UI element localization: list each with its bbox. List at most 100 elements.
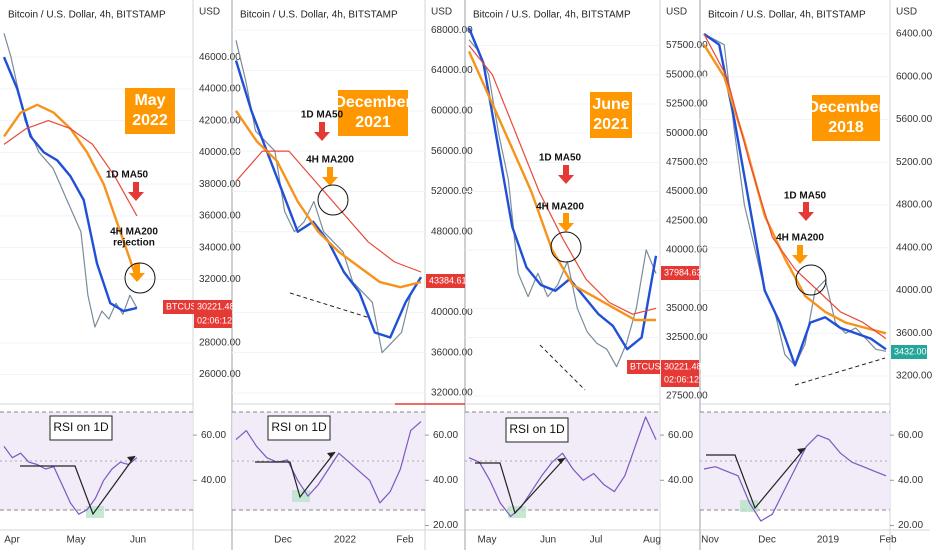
rsi-arrowhead — [327, 452, 335, 458]
y-tick-label: 26000.00 — [199, 369, 241, 380]
y-tick-label: 38000.00 — [199, 179, 241, 190]
y-tick-label: 45000.00 — [666, 186, 708, 197]
x-tick-label: May — [478, 535, 497, 546]
orange-arrow — [129, 263, 145, 282]
y-tick-label: 68000.00 — [431, 25, 473, 36]
price-tag: 37984.63 — [664, 267, 702, 277]
rsi-label-box — [49, 415, 113, 441]
rsi-arrowhead — [797, 448, 805, 454]
ma-line — [2, 56, 138, 313]
y-tick-label: 28000.00 — [199, 337, 241, 348]
rsi-path — [20, 455, 136, 516]
ma50-label: 1D MA50 — [784, 191, 827, 202]
ma-line — [3, 119, 138, 217]
y-tick-label: 6400.00 — [896, 29, 932, 40]
rsi-label-box — [267, 415, 331, 441]
rsi-line — [468, 416, 657, 518]
x-tick-label: 2019 — [817, 535, 840, 546]
headline: December — [807, 99, 884, 116]
red-arrow — [128, 182, 144, 201]
price-line — [235, 40, 422, 354]
rsi-line — [3, 446, 138, 515]
y-tick-label: 52000.00 — [431, 186, 473, 197]
y-tick-label: 3600.00 — [896, 328, 932, 339]
ma-line — [468, 45, 657, 315]
x-tick-label: May — [67, 535, 86, 546]
headline-box — [125, 88, 175, 134]
price-tag: 30221.48 — [664, 361, 702, 371]
y-tick-label: 44000.00 — [199, 84, 241, 95]
symbol-tag-box — [163, 300, 195, 314]
rsi-arrowhead — [557, 458, 565, 464]
red-arrow — [314, 122, 330, 141]
orange-arrow — [792, 245, 808, 264]
symbol-tag: BTCUSD — [166, 301, 204, 311]
price-tag: 3432.00 — [894, 346, 927, 356]
rsi-tick-label: 60.00 — [668, 430, 693, 441]
rsi-arrowhead — [127, 456, 135, 462]
headline: 2022 — [132, 112, 168, 129]
rsi-tick-label: 40.00 — [433, 475, 458, 486]
price-tag: 30221.48 — [197, 301, 235, 311]
y-tick-label: 5200.00 — [896, 157, 932, 168]
ma200-label: 4H MA200 — [776, 233, 824, 244]
y-tick-label: 52500.00 — [666, 99, 708, 110]
rsi-path — [475, 457, 566, 515]
ma200-label: 4H MA200 — [110, 227, 158, 238]
support-line — [794, 357, 886, 386]
x-tick-label: 2022 — [334, 535, 357, 546]
axis-unit: USD — [666, 7, 687, 18]
y-tick-label: 4400.00 — [896, 242, 932, 253]
y-tick-label: 32000.00 — [199, 274, 241, 285]
headline: December — [334, 94, 411, 111]
panel-title: Bitcoin / U.S. Dollar, 4h, BITSTAMP — [8, 10, 166, 21]
y-tick-label: 36000.00 — [199, 211, 241, 222]
y-tick-label: 27500.00 — [666, 391, 708, 402]
ma50-label: 1D MA50 — [106, 170, 149, 181]
rsi-tick-label: 60.00 — [898, 430, 923, 441]
y-tick-label: 35000.00 — [666, 303, 708, 314]
headline: 2021 — [593, 116, 629, 133]
axis-unit: USD — [431, 7, 452, 18]
y-tick-label: 40000.00 — [666, 245, 708, 256]
price-tag: 43384.61 — [429, 275, 467, 285]
ma200-label: 4H MA200 — [536, 202, 584, 213]
panel-title: Bitcoin / U.S. Dollar, 4h, BITSTAMP — [708, 10, 866, 21]
x-tick-label: Jul — [590, 535, 603, 546]
rsi-label: RSI on 1D — [271, 420, 327, 434]
orange-arrow — [558, 213, 574, 232]
headline-box — [590, 92, 632, 138]
y-tick-label: 46000.00 — [199, 52, 241, 63]
support-line — [539, 344, 586, 391]
axis-unit: USD — [896, 7, 917, 18]
ma50-label: 1D MA50 — [301, 110, 344, 121]
ma-line — [467, 50, 656, 322]
countdown-tag: 02:06:12 — [197, 315, 232, 325]
x-tick-label: Feb — [396, 535, 414, 546]
panel-title: Bitcoin / U.S. Dollar, 4h, BITSTAMP — [240, 10, 398, 21]
ma200-label: rejection — [113, 238, 155, 249]
y-tick-label: 3200.00 — [896, 371, 932, 382]
y-tick-label: 55000.00 — [666, 69, 708, 80]
y-tick-label: 4000.00 — [896, 285, 932, 296]
ma200-label: 4H MA200 — [306, 155, 354, 166]
rsi-line — [703, 434, 887, 522]
highlight-circle — [317, 184, 349, 216]
y-tick-label: 60000.00 — [431, 105, 473, 116]
rsi-tick-label: 40.00 — [898, 475, 923, 486]
countdown-tag-box — [661, 373, 699, 387]
headline: June — [592, 96, 629, 113]
y-tick-label: 42500.00 — [666, 215, 708, 226]
ma-line — [467, 27, 658, 351]
y-tick-label: 6000.00 — [896, 71, 932, 82]
highlight-circle — [124, 262, 156, 294]
rsi-label: RSI on 1D — [53, 420, 109, 434]
rsi-tick-label: 60.00 — [201, 430, 226, 441]
price-tag-box — [426, 274, 465, 288]
x-tick-label: Dec — [758, 535, 776, 546]
rsi-line — [235, 421, 422, 504]
y-tick-label: 50000.00 — [666, 128, 708, 139]
x-tick-label: Jun — [130, 535, 146, 546]
rsi-tick-label: 40.00 — [201, 475, 226, 486]
